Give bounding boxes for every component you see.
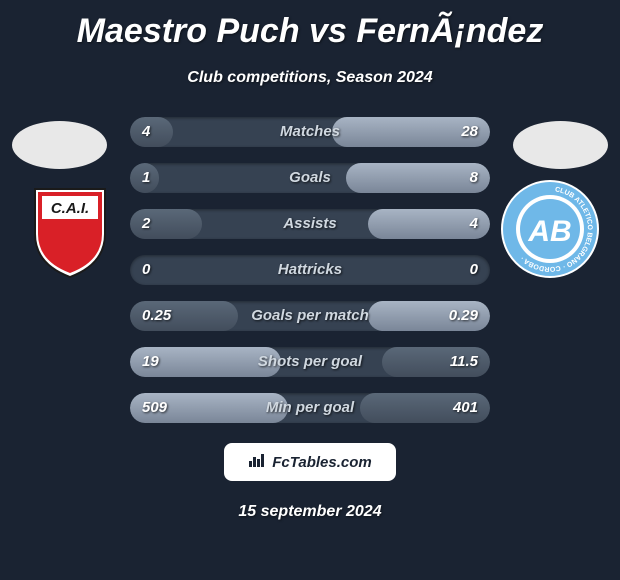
stat-row: Hattricks0 0 (130, 255, 490, 285)
stat-value-right: 0 (470, 255, 478, 285)
club-crest-left: C.A.I. (20, 179, 120, 279)
bar-chart-icon (248, 452, 266, 472)
brand-text: FcTables.com (272, 454, 371, 471)
stat-row: Goals per match0.25 0.29 (130, 301, 490, 331)
comparison-container: C.A.I. CLUB ATLETICO BELGRANO · CORDOBA … (0, 117, 620, 423)
stat-label: Goals (130, 163, 490, 193)
stats-column: Matches428Goals18Assists24Hattricks00Goa… (130, 117, 490, 423)
stat-value-right: 4 (470, 209, 478, 239)
stat-value-left: 4 (142, 117, 150, 147)
stat-value-right: 0.29 (449, 301, 478, 331)
brand-badge: FcTables.com (224, 443, 396, 481)
stat-row: Goals1 8 (130, 163, 490, 193)
stat-value-right: 401 (453, 393, 478, 423)
stat-value-left: 1 (142, 163, 150, 193)
stat-row: Min per goal509 401 (130, 393, 490, 423)
stat-label: Matches (130, 117, 490, 147)
club-crest-right: CLUB ATLETICO BELGRANO · CORDOBA · AB (500, 179, 600, 279)
svg-text:C.A.I.: C.A.I. (51, 200, 89, 217)
svg-text:AB: AB (527, 215, 571, 248)
stat-row: Matches4 28 (130, 117, 490, 147)
date-text: 15 september 2024 (0, 503, 620, 521)
competition-subtitle: Club competitions, Season 2024 (0, 69, 620, 87)
stat-label: Shots per goal (130, 347, 490, 377)
stat-value-left: 0 (142, 255, 150, 285)
player-avatar-right (513, 121, 608, 169)
stat-value-right: 11.5 (450, 347, 478, 377)
stat-value-right: 28 (461, 117, 478, 147)
stat-value-left: 0.25 (142, 301, 171, 331)
stat-label: Goals per match (130, 301, 490, 331)
stat-value-left: 2 (142, 209, 150, 239)
comparison-title: Maestro Puch vs FernÃ¡ndez (0, 0, 620, 51)
circle-badge-icon: CLUB ATLETICO BELGRANO · CORDOBA · AB (500, 179, 600, 279)
shield-icon: C.A.I. (20, 179, 120, 279)
stat-value-right: 8 (470, 163, 478, 193)
stat-label: Hattricks (130, 255, 490, 285)
stat-value-left: 19 (142, 347, 159, 377)
stat-row: Assists2 4 (130, 209, 490, 239)
stat-value-left: 509 (142, 393, 167, 423)
stat-label: Min per goal (130, 393, 490, 423)
stat-row: Shots per goal19 11.5 (130, 347, 490, 377)
player-avatar-left (12, 121, 107, 169)
stat-label: Assists (130, 209, 490, 239)
